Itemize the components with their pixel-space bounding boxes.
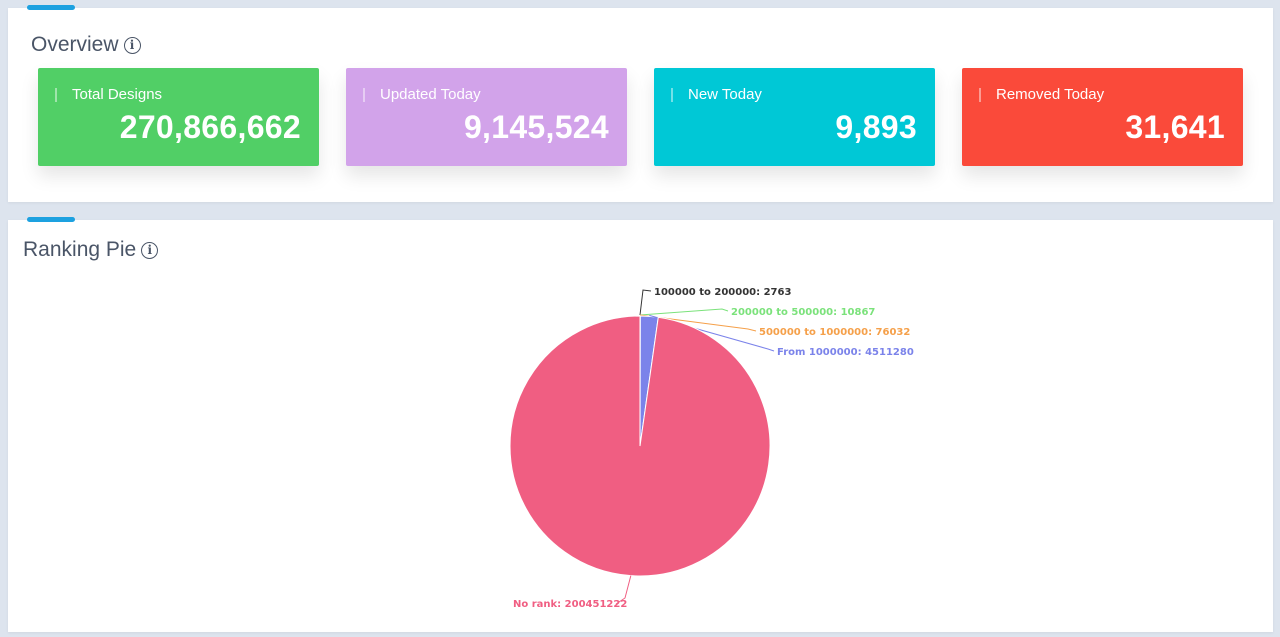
pie-leader-line (615, 575, 632, 605)
ranking-title: Ranking Pie (23, 238, 137, 261)
removed-today-card: Removed Today 31,641 (962, 68, 1243, 166)
card-value: 9,145,524 (463, 109, 609, 145)
pie-label: 500000 to 1000000: 76032 (759, 327, 910, 338)
overview-title: Overview (31, 33, 119, 56)
pie-label: 100000 to 200000: 2763 (654, 287, 791, 298)
pie-slice[interactable] (509, 315, 771, 577)
card-value: 270,866,662 (119, 109, 301, 145)
overview-panel-tab (27, 5, 75, 10)
pie-label: From 1000000: 4511280 (777, 347, 914, 358)
card-accent-bar (55, 88, 57, 102)
card-label: Total Designs (72, 86, 163, 103)
pie-leader-line (639, 289, 652, 316)
ranking-title-row: Ranking Pie i (23, 238, 159, 262)
ranking-panel-tab (27, 217, 75, 222)
pie-leader-line (640, 314, 757, 332)
new-today-card: New Today 9,893 (654, 68, 935, 166)
card-label: Removed Today (996, 86, 1105, 103)
card-accent-bar (979, 88, 981, 102)
pie-label: 200000 to 500000: 10867 (731, 307, 875, 318)
card-accent-bar (363, 88, 365, 102)
updated-today-card: Updated Today 9,145,524 (346, 68, 627, 166)
card-label: Updated Today (380, 86, 481, 103)
pie-leader-line (639, 308, 729, 316)
total-designs-card: Total Designs 270,866,662 (38, 68, 319, 166)
overview-panel: Overview i Total Designs 270,866,662 Upd… (8, 5, 1273, 202)
card-label: New Today (688, 86, 762, 103)
overview-title-row: Overview i (31, 33, 141, 57)
info-icon[interactable]: i (141, 241, 159, 259)
card-value: 9,893 (835, 109, 917, 145)
pie-label: No rank: 200451222 (513, 599, 627, 610)
card-value: 31,641 (1125, 109, 1225, 145)
info-icon[interactable]: i (123, 36, 141, 54)
card-accent-bar (671, 88, 673, 102)
